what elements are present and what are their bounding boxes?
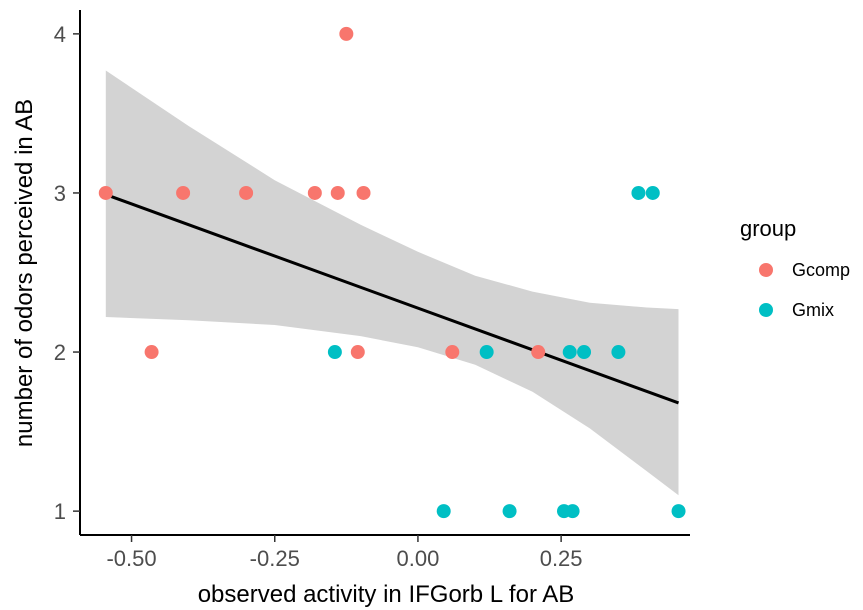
y-tick-label: 4	[54, 22, 66, 47]
data-point-gmix	[327, 345, 342, 360]
data-point-gmix	[562, 345, 577, 360]
data-points-layer	[98, 26, 686, 519]
y-tick-label: 2	[54, 340, 66, 365]
y-axis-title: number of odors perceived in AB	[11, 99, 38, 447]
data-point-gcomp	[356, 185, 371, 200]
data-point-gcomp	[307, 185, 322, 200]
confidence-band-layer	[105, 70, 679, 496]
axes-layer	[79, 10, 690, 536]
x-tick-label: 0.00	[397, 546, 440, 571]
regression-line-layer	[105, 193, 680, 405]
data-point-gmix	[611, 345, 626, 360]
x-tick-label: -0.50	[106, 546, 156, 571]
data-point-gmix	[631, 185, 646, 200]
data-point-gcomp	[176, 185, 191, 200]
x-axis-title: observed activity in IFGorb L for AB	[198, 581, 575, 608]
data-point-gcomp	[339, 26, 354, 41]
data-point-gmix	[645, 185, 660, 200]
data-point-gcomp	[350, 345, 365, 360]
x-tick-label: -0.25	[250, 546, 300, 571]
legend-title: group	[740, 216, 796, 241]
y-tick-label: 3	[54, 181, 66, 206]
data-point-gmix	[502, 504, 517, 519]
legend-key-gcomp	[759, 263, 773, 277]
data-point-gcomp	[144, 345, 159, 360]
data-point-gmix	[436, 504, 451, 519]
data-point-gmix	[671, 504, 686, 519]
y-tick-label: 1	[54, 499, 66, 524]
data-point-gcomp	[330, 185, 345, 200]
data-point-gcomp	[445, 345, 460, 360]
regression-line	[105, 193, 680, 405]
data-point-gcomp	[531, 345, 546, 360]
data-point-gmix	[565, 504, 580, 519]
data-point-gcomp	[98, 185, 113, 200]
data-point-gmix	[577, 345, 592, 360]
confidence-band	[105, 70, 679, 496]
legend-key-gmix	[759, 303, 773, 317]
ticks-layer: -0.50 -0.25 0.00 0.25 1 2 3 4	[54, 22, 583, 571]
data-point-gcomp	[239, 185, 254, 200]
legend-label-gmix: Gmix	[792, 300, 834, 320]
x-tick-label: 0.25	[540, 546, 583, 571]
legend-label-gcomp: Gcomp	[792, 260, 850, 280]
legend: group Gcomp Gmix	[740, 216, 850, 320]
data-point-gmix	[479, 345, 494, 360]
